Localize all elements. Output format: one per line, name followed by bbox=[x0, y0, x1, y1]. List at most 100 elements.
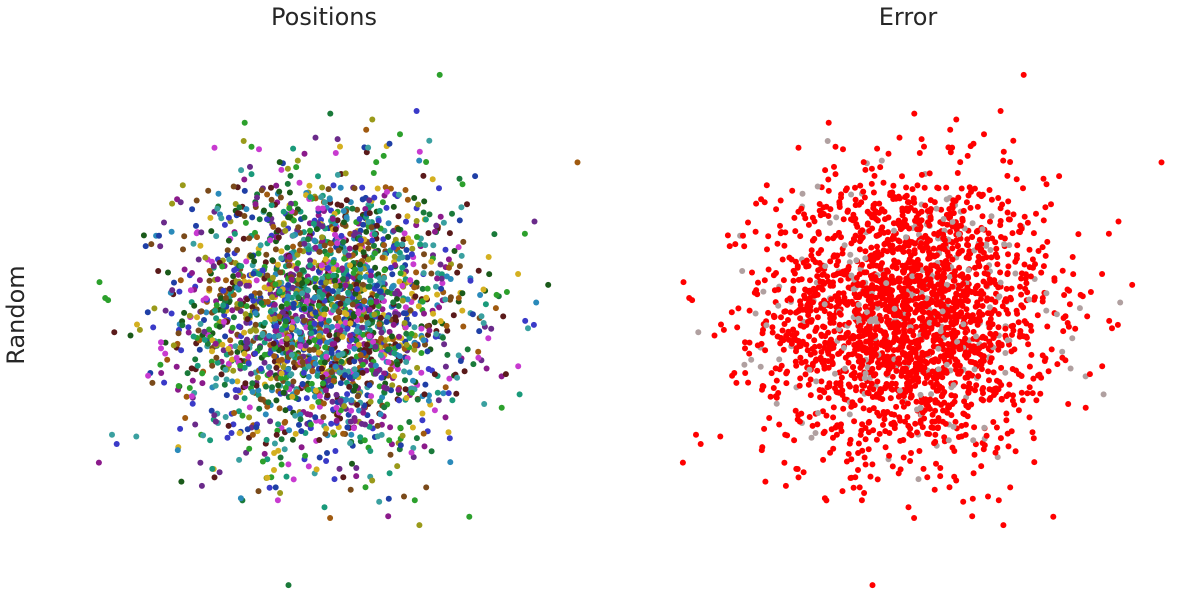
position-point bbox=[268, 202, 275, 209]
error-point bbox=[914, 266, 921, 272]
error-point bbox=[921, 282, 927, 289]
position-point bbox=[236, 456, 243, 463]
error-point bbox=[765, 309, 772, 316]
error-point bbox=[809, 237, 816, 244]
position-point bbox=[307, 227, 313, 234]
position-point bbox=[399, 282, 406, 289]
error-point bbox=[899, 212, 906, 219]
error-point bbox=[869, 282, 876, 288]
error-point bbox=[1038, 374, 1045, 381]
error-point bbox=[952, 393, 959, 400]
position-point bbox=[387, 424, 394, 431]
error-point bbox=[933, 301, 940, 308]
position-point bbox=[360, 221, 367, 228]
error-point bbox=[963, 199, 970, 206]
position-point bbox=[257, 242, 264, 249]
error-point bbox=[997, 279, 1004, 286]
position-point bbox=[460, 238, 467, 245]
position-point bbox=[225, 237, 232, 244]
error-point bbox=[902, 365, 909, 372]
error-point bbox=[962, 294, 969, 301]
position-point bbox=[321, 199, 328, 206]
position-point bbox=[340, 239, 347, 245]
error-point bbox=[900, 454, 907, 461]
error-point bbox=[1040, 175, 1047, 182]
error-point bbox=[979, 343, 986, 350]
position-point bbox=[358, 420, 365, 427]
error-point bbox=[932, 431, 939, 438]
error-point bbox=[912, 420, 919, 427]
position-point bbox=[404, 254, 411, 261]
position-point bbox=[456, 263, 463, 270]
error-point bbox=[817, 394, 824, 401]
error-point bbox=[876, 430, 883, 437]
position-point bbox=[219, 341, 226, 348]
error-point bbox=[1018, 389, 1025, 396]
error-point bbox=[792, 407, 799, 414]
error-point bbox=[827, 449, 834, 456]
position-point bbox=[162, 350, 169, 357]
position-point bbox=[347, 486, 354, 493]
position-point bbox=[288, 276, 295, 283]
error-point bbox=[776, 356, 783, 363]
position-point bbox=[189, 270, 195, 276]
error-point bbox=[952, 418, 959, 425]
error-point bbox=[866, 318, 873, 325]
error-point bbox=[1029, 429, 1036, 436]
error-point bbox=[814, 314, 821, 321]
position-point bbox=[322, 430, 329, 437]
position-point bbox=[273, 397, 280, 404]
error-point bbox=[895, 294, 902, 301]
position-point bbox=[369, 237, 376, 244]
position-point bbox=[285, 582, 292, 589]
error-point bbox=[913, 215, 920, 222]
position-point bbox=[372, 362, 379, 369]
error-point bbox=[1022, 275, 1029, 282]
position-point bbox=[397, 442, 404, 449]
position-point bbox=[225, 360, 232, 367]
position-point bbox=[249, 304, 256, 311]
position-point bbox=[134, 321, 140, 328]
position-point bbox=[171, 279, 177, 286]
position-point bbox=[367, 277, 374, 284]
position-point bbox=[492, 305, 499, 312]
error-point bbox=[837, 277, 844, 284]
error-point bbox=[919, 314, 926, 321]
position-point bbox=[493, 291, 500, 298]
position-point bbox=[480, 320, 487, 326]
position-point bbox=[412, 342, 418, 349]
position-point bbox=[263, 383, 269, 390]
position-point bbox=[201, 328, 208, 335]
error-point bbox=[825, 213, 832, 219]
position-point bbox=[488, 325, 495, 332]
position-point bbox=[239, 412, 246, 419]
error-point bbox=[916, 363, 923, 370]
position-point bbox=[368, 418, 375, 425]
position-point bbox=[367, 398, 374, 405]
error-point bbox=[975, 373, 982, 380]
error-point bbox=[1020, 185, 1026, 192]
error-point bbox=[855, 450, 862, 456]
error-point bbox=[914, 429, 920, 436]
position-point bbox=[366, 382, 373, 389]
position-point bbox=[327, 247, 334, 254]
error-point bbox=[899, 302, 906, 309]
position-point bbox=[390, 299, 397, 306]
position-point bbox=[378, 294, 385, 301]
error-point bbox=[818, 378, 825, 385]
error-point bbox=[918, 217, 925, 224]
position-point bbox=[351, 387, 357, 394]
error-point bbox=[936, 266, 943, 273]
position-point bbox=[173, 363, 180, 370]
position-point bbox=[443, 273, 450, 280]
error-point bbox=[967, 204, 974, 211]
position-point bbox=[340, 208, 347, 214]
position-point bbox=[220, 347, 227, 354]
error-point bbox=[904, 414, 911, 420]
error-point bbox=[976, 314, 983, 321]
error-point bbox=[852, 184, 858, 191]
error-point bbox=[918, 323, 925, 330]
error-point bbox=[965, 404, 972, 411]
error-point bbox=[955, 231, 962, 238]
error-point bbox=[968, 289, 975, 295]
